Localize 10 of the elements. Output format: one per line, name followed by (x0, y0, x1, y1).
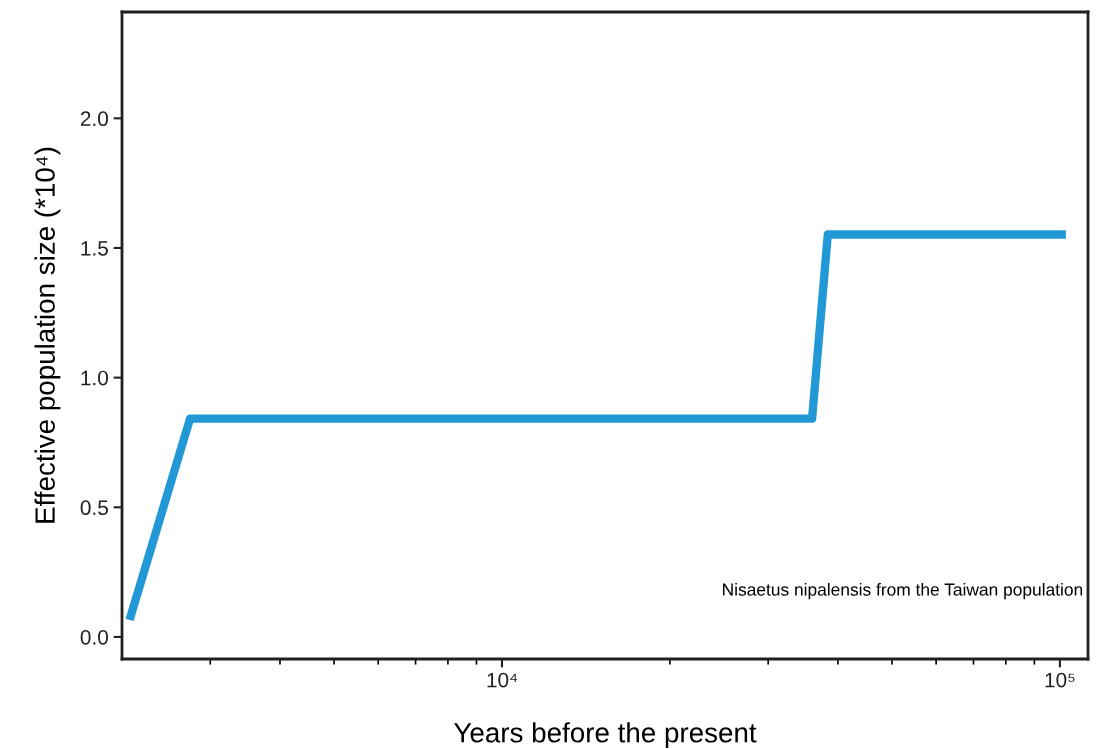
x-tick-label: 10⁴ (487, 672, 518, 688)
x-axis-title: Years before the present (454, 722, 757, 749)
annotation: Nisaetus nipalensis from the Taiwan population (723, 582, 1083, 600)
y-tick-label: 1.0 (81, 370, 108, 386)
y-tick-label: 0.0 (80, 629, 108, 645)
y-axis-title: Effective population size (*10⁴) (34, 147, 61, 523)
y-tick-label: 1.5 (81, 241, 108, 256)
y-tick-label: 2.0 (80, 111, 108, 127)
x-tick-label: 10⁵ (1045, 672, 1075, 688)
y-tick-label: 0.5 (80, 500, 108, 516)
